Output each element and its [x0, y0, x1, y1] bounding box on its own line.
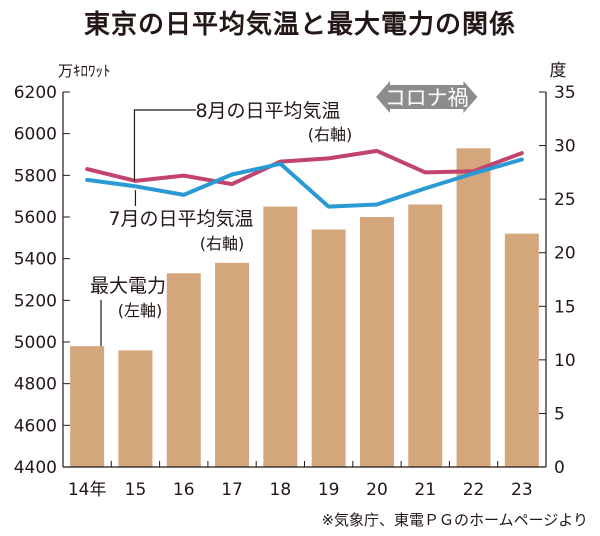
right-tick-label-6: 30: [554, 137, 576, 157]
x-tick-label-2: 16: [173, 480, 195, 500]
left-axis-unit: 万ｷﾛﾜｯﾄ: [58, 62, 111, 80]
x-tick-label-4: 18: [270, 480, 292, 500]
series-labels: コロナ禍 8月の日平均気温 (右軸) 7月の日平均気温 (右軸) 最大電力 (左軸): [88, 81, 478, 347]
left-tick-label-2: 4800: [14, 375, 57, 395]
bar-1: [118, 350, 153, 467]
bar-0: [70, 346, 105, 467]
source-note: ※気象庁、東電ＰＧのホームページより: [321, 511, 588, 529]
right-axis-unit: 度: [550, 61, 567, 81]
right-tick-label-1: 5: [554, 404, 565, 424]
bar-4: [263, 206, 298, 468]
x-tick-label-7: 21: [414, 480, 436, 500]
chart-title: 東京の日平均気温と最大電力の関係: [83, 10, 516, 40]
x-tick-label-0: 14年: [68, 480, 107, 500]
corona-label: コロナ禍: [385, 86, 469, 110]
bar-5: [311, 229, 346, 467]
left-tick-label-8: 6000: [14, 125, 57, 145]
right-tick-label-3: 15: [554, 297, 576, 317]
right-tick-label-0: 0: [554, 458, 565, 478]
series-axis-label-aug: (右軸): [308, 125, 353, 144]
bar-3: [215, 262, 250, 467]
left-tick-label-4: 5200: [14, 291, 57, 311]
series-lines: [85, 148, 524, 209]
corona-arrow: [376, 81, 478, 113]
left-tick-label-6: 5600: [14, 208, 57, 228]
series-label-aug: 8月の日平均気温: [195, 100, 340, 122]
x-tick-label-5: 19: [318, 480, 340, 500]
x-tick-label-6: 20: [366, 480, 388, 500]
x-tick-label-8: 22: [463, 480, 485, 500]
series-label-bars: 最大電力: [90, 275, 166, 297]
bar-6: [359, 217, 394, 467]
right-tick-label-4: 20: [554, 244, 576, 264]
right-tick-label-2: 10: [554, 351, 576, 371]
series-axis-label-jul: (右軸): [200, 234, 245, 253]
bars: [70, 148, 539, 468]
axes: 4400460048005000520054005600580060006200…: [14, 61, 576, 500]
left-tick-label-3: 5000: [14, 333, 57, 353]
x-tick-label-3: 17: [221, 480, 243, 500]
bar-8: [456, 148, 491, 467]
leader-aug: [133, 109, 196, 181]
bar-9: [504, 233, 539, 467]
left-tick-label-1: 4600: [14, 416, 57, 436]
right-tick-label-7: 35: [554, 83, 576, 103]
left-tick-label-5: 5400: [14, 250, 57, 270]
x-tick-label-9: 23: [511, 480, 533, 500]
x-tick-label-1: 15: [125, 480, 147, 500]
bar-7: [408, 204, 443, 467]
left-tick-label-0: 4400: [14, 458, 57, 478]
left-tick-label-9: 6200: [14, 83, 57, 103]
series-line-1: [85, 157, 524, 209]
series-axis-label-bars: (左軸): [118, 301, 163, 320]
right-tick-label-5: 25: [554, 190, 576, 210]
bar-2: [166, 273, 201, 467]
left-tick-label-7: 5800: [14, 166, 57, 186]
series-line-0: [85, 148, 524, 187]
series-label-jul: 7月の日平均気温: [108, 208, 253, 230]
